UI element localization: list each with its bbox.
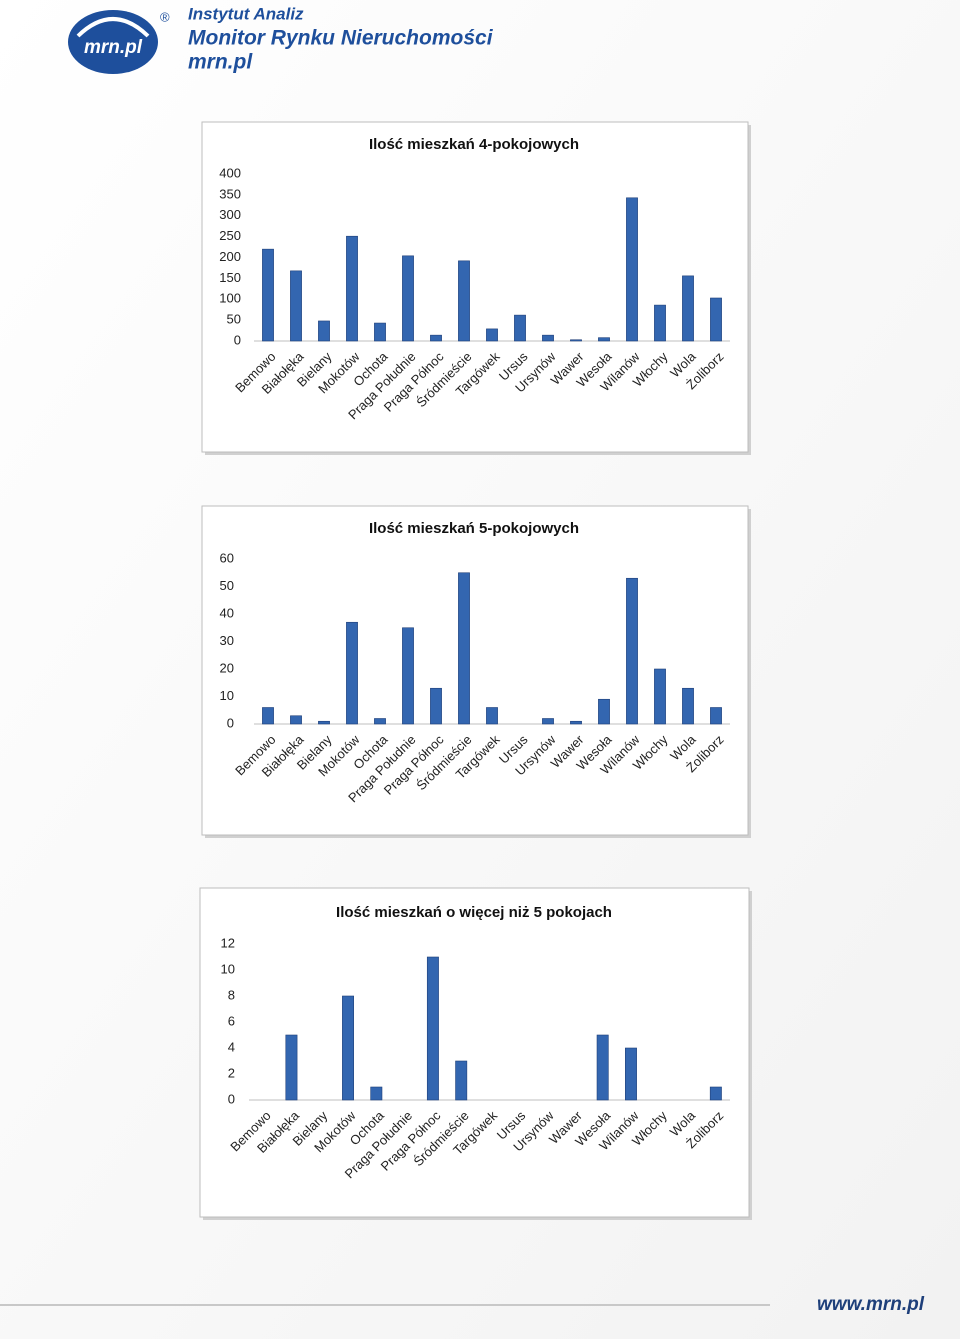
chart-title: Ilość mieszkań 4-pokojowych bbox=[369, 136, 579, 153]
bar bbox=[598, 698, 610, 725]
y-tick-label: 350 bbox=[219, 186, 241, 201]
bar bbox=[514, 314, 526, 342]
chart-frame bbox=[201, 121, 749, 453]
registered-mark: ® bbox=[160, 9, 170, 24]
bar bbox=[626, 577, 638, 725]
y-tick-label: 0 bbox=[228, 1091, 235, 1106]
site-name: mrn.pl bbox=[188, 51, 253, 74]
y-tick-label: 2 bbox=[228, 1065, 235, 1080]
bar bbox=[710, 297, 722, 342]
bar bbox=[402, 627, 414, 725]
chart-frame bbox=[199, 887, 750, 1218]
y-tick-label: 30 bbox=[220, 633, 234, 648]
bar bbox=[346, 621, 358, 725]
bar bbox=[682, 687, 694, 725]
y-tick-label: 10 bbox=[221, 961, 235, 976]
bar bbox=[426, 956, 439, 1101]
bar bbox=[625, 1047, 637, 1101]
bar bbox=[458, 572, 470, 725]
y-tick-label: 0 bbox=[227, 715, 234, 730]
y-tick-label: 10 bbox=[220, 688, 234, 703]
institute-name: Instytut Analiz bbox=[188, 4, 304, 23]
y-tick-label: 60 bbox=[220, 550, 234, 565]
bar bbox=[318, 320, 330, 342]
bar bbox=[654, 668, 666, 725]
logo-text: mrn.pl bbox=[84, 37, 143, 58]
y-tick-label: 12 bbox=[221, 935, 235, 950]
bar bbox=[458, 260, 470, 342]
bar bbox=[710, 707, 722, 725]
bar bbox=[709, 1086, 722, 1101]
y-tick-label: 0 bbox=[234, 332, 241, 347]
bar bbox=[430, 687, 442, 725]
bar bbox=[570, 720, 582, 725]
bar bbox=[542, 718, 554, 725]
y-tick-label: 4 bbox=[228, 1039, 235, 1054]
bar bbox=[346, 235, 358, 342]
chart-frame bbox=[201, 505, 749, 836]
bar bbox=[370, 1086, 383, 1101]
footer-url: www.mrn.pl bbox=[817, 1294, 925, 1315]
bar bbox=[290, 270, 302, 342]
y-tick-label: 50 bbox=[227, 312, 241, 327]
bar bbox=[374, 718, 386, 725]
bar bbox=[486, 328, 498, 342]
y-tick-label: 200 bbox=[219, 249, 241, 264]
bar bbox=[682, 275, 694, 342]
y-tick-label: 20 bbox=[220, 660, 234, 675]
bar bbox=[598, 337, 610, 342]
y-tick-label: 100 bbox=[219, 291, 241, 306]
bar bbox=[374, 322, 386, 342]
bar bbox=[430, 334, 442, 342]
product-name: Monitor Rynku Nieruchomości bbox=[188, 27, 494, 50]
bar bbox=[342, 995, 354, 1101]
y-tick-label: 150 bbox=[219, 270, 241, 285]
bar bbox=[285, 1034, 298, 1101]
y-tick-label: 50 bbox=[220, 578, 234, 593]
bar bbox=[262, 707, 274, 725]
chart-title: Ilość mieszkań 5-pokojowych bbox=[369, 520, 579, 537]
bar bbox=[596, 1034, 609, 1101]
y-tick-label: 8 bbox=[228, 987, 235, 1002]
bar bbox=[542, 334, 554, 342]
bar bbox=[262, 248, 274, 342]
y-tick-label: 300 bbox=[219, 207, 241, 222]
bar bbox=[455, 1060, 468, 1101]
logo-roof bbox=[76, 17, 150, 38]
bar bbox=[654, 304, 666, 342]
bar bbox=[486, 707, 498, 725]
bar bbox=[626, 197, 638, 342]
chart-title: Ilość mieszkań o więcej niż 5 pokojach bbox=[336, 904, 612, 921]
y-tick-label: 400 bbox=[219, 165, 241, 180]
bar bbox=[570, 339, 582, 342]
bar bbox=[318, 720, 330, 725]
y-tick-label: 250 bbox=[219, 228, 241, 243]
y-tick-label: 6 bbox=[228, 1013, 235, 1028]
bar bbox=[290, 715, 302, 725]
y-tick-label: 40 bbox=[220, 605, 234, 620]
bar bbox=[402, 255, 414, 342]
